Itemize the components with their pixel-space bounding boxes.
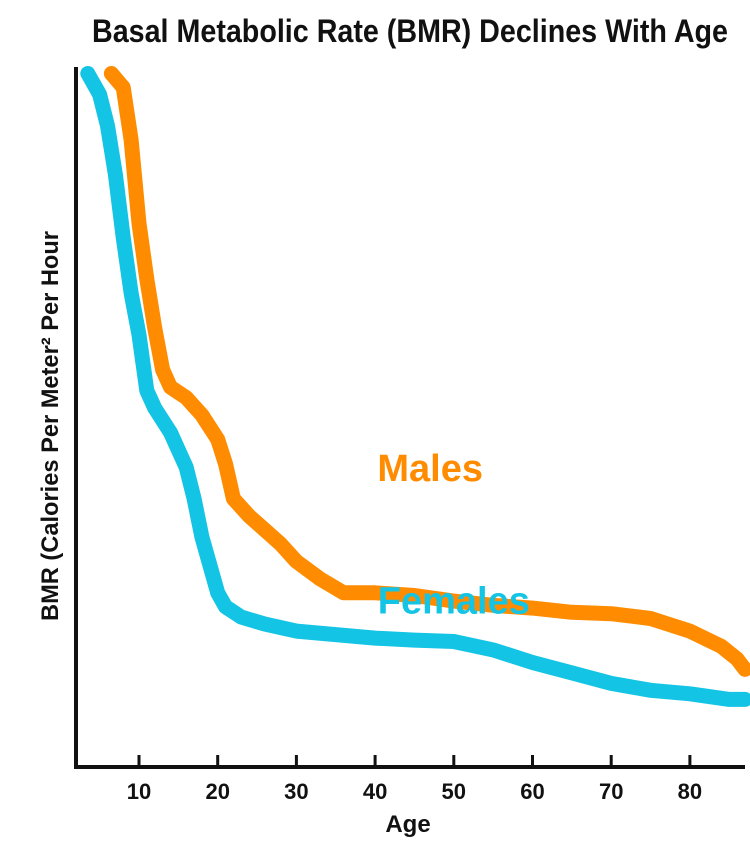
chart-title: Basal Metabolic Rate (BMR) Declines With… xyxy=(92,13,728,49)
plot-area: Males Females xyxy=(80,66,750,707)
x-tick-label-10: 10 xyxy=(127,779,151,804)
series-line-females xyxy=(80,66,750,707)
x-tick-label-40: 40 xyxy=(363,779,387,804)
x-tick-label-30: 30 xyxy=(284,779,308,804)
y-axis-label: BMR (Calories Per Meter² Per Hour xyxy=(37,231,64,621)
x-tick-label-50: 50 xyxy=(442,779,466,804)
x-tick-label-20: 20 xyxy=(205,779,229,804)
x-tick-label-80: 80 xyxy=(678,779,702,804)
x-tick-label-60: 60 xyxy=(520,779,544,804)
series-line-males xyxy=(103,66,750,677)
x-axis-label: Age xyxy=(385,811,430,838)
x-tick-label-70: 70 xyxy=(599,779,623,804)
series-label-females: Females xyxy=(378,581,530,623)
x-axis-ticks: 10 20 30 40 50 60 70 80 xyxy=(127,755,702,804)
series-label-males: Males xyxy=(377,448,483,490)
